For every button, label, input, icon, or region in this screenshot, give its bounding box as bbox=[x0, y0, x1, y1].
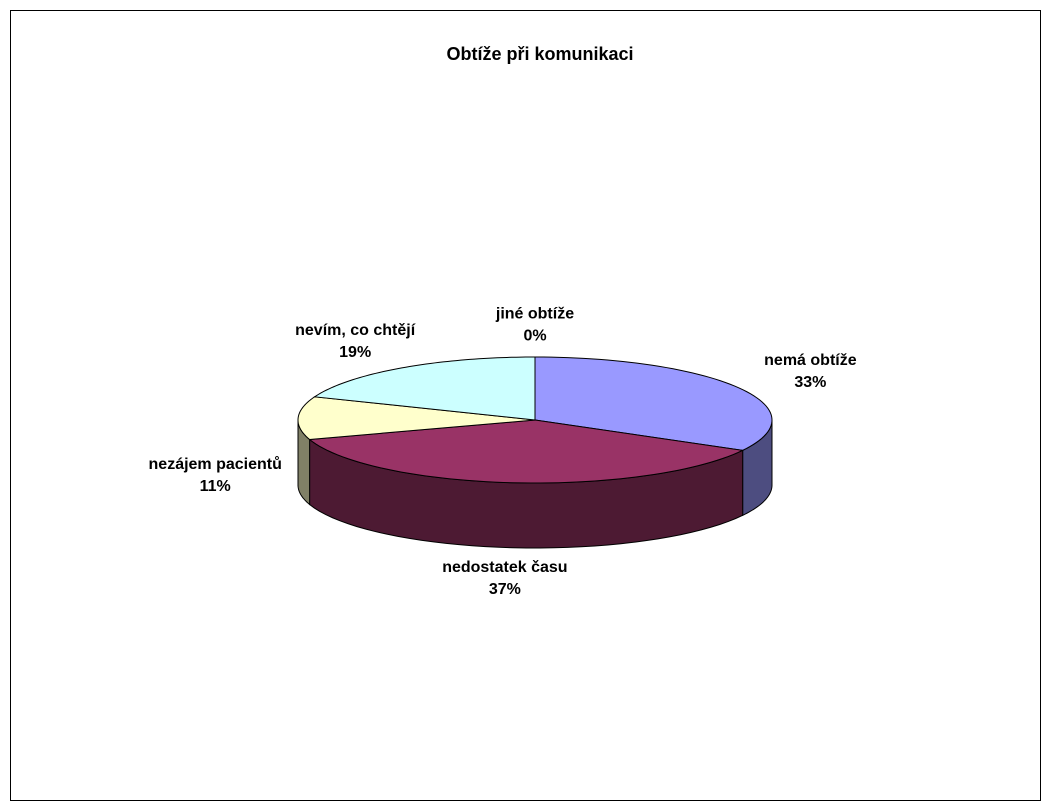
slice-value-label: 0% bbox=[523, 328, 546, 345]
slice-value-label: 37% bbox=[489, 581, 521, 598]
slice-value-label: 19% bbox=[339, 344, 371, 361]
slice-value-label: 33% bbox=[794, 374, 826, 391]
slice-label: nezájem pacientů bbox=[149, 456, 282, 473]
slice bbox=[308, 419, 745, 484]
slice bbox=[297, 396, 536, 440]
slice-value-label: 11% bbox=[200, 478, 231, 495]
chart-title: Obtíže při komunikaci bbox=[446, 44, 633, 64]
slice-label: nedostatek času bbox=[442, 559, 567, 576]
slice-label: jiné obtíže bbox=[495, 306, 574, 323]
slice bbox=[313, 356, 536, 421]
slice-label: nevím, co chtějí bbox=[295, 322, 416, 339]
slice-label: nemá obtíže bbox=[764, 352, 857, 369]
slice bbox=[534, 356, 773, 451]
